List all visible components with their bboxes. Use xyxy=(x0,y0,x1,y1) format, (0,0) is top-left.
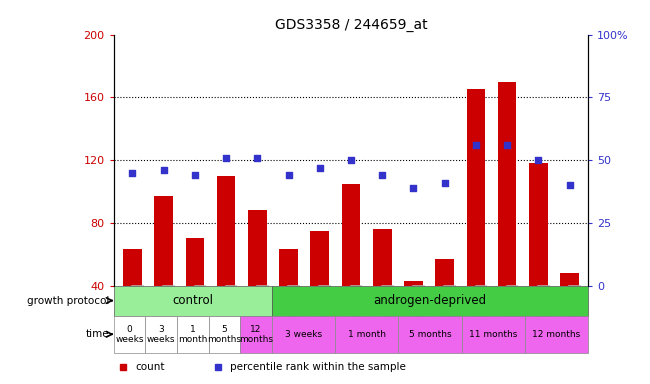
Bar xyxy=(185,238,204,286)
Text: GSM215643: GSM215643 xyxy=(538,286,547,341)
Bar xyxy=(154,196,173,286)
Title: GDS3358 / 244659_at: GDS3358 / 244659_at xyxy=(275,18,427,32)
Point xyxy=(564,182,575,188)
Point xyxy=(533,157,543,163)
Point xyxy=(315,164,325,170)
Bar xyxy=(529,163,548,286)
Text: 3 weeks: 3 weeks xyxy=(285,330,322,339)
Text: GSM215646: GSM215646 xyxy=(507,286,516,341)
Bar xyxy=(114,316,146,353)
Bar xyxy=(436,259,454,286)
Text: GSM215632: GSM215632 xyxy=(133,286,142,341)
Bar xyxy=(177,316,209,353)
Text: 5
months: 5 months xyxy=(207,325,241,344)
Bar xyxy=(209,316,240,353)
Text: growth protocol: growth protocol xyxy=(27,296,109,306)
Bar xyxy=(560,273,579,286)
Text: androgen-deprived: androgen-deprived xyxy=(374,294,487,307)
Text: GSM215640: GSM215640 xyxy=(413,286,423,341)
Text: GSM215634: GSM215634 xyxy=(289,286,298,341)
Text: time: time xyxy=(85,329,109,339)
Text: GSM215637: GSM215637 xyxy=(351,286,360,341)
Point xyxy=(159,167,169,173)
Text: GSM215642: GSM215642 xyxy=(257,286,266,341)
Text: control: control xyxy=(172,294,213,307)
Bar xyxy=(146,316,177,353)
Bar xyxy=(272,316,335,353)
Bar xyxy=(114,286,272,316)
Point xyxy=(252,154,263,161)
Text: 12 months: 12 months xyxy=(532,330,580,339)
Bar xyxy=(216,176,235,286)
Text: GSM215633: GSM215633 xyxy=(164,286,173,341)
Point xyxy=(471,142,481,148)
Point xyxy=(283,172,294,178)
Bar xyxy=(342,184,360,286)
Bar xyxy=(398,316,462,353)
Bar xyxy=(498,82,517,286)
Text: GSM215639: GSM215639 xyxy=(226,286,235,341)
Bar xyxy=(280,250,298,286)
Text: 11 months: 11 months xyxy=(469,330,517,339)
Text: 0
weeks: 0 weeks xyxy=(115,325,144,344)
Text: GSM215641: GSM215641 xyxy=(445,286,454,341)
Text: GSM215645: GSM215645 xyxy=(476,286,485,341)
Bar xyxy=(525,316,588,353)
Text: count: count xyxy=(135,362,164,372)
Text: 12
months: 12 months xyxy=(239,325,273,344)
Text: GSM215636: GSM215636 xyxy=(195,286,204,341)
Text: 1 month: 1 month xyxy=(348,330,386,339)
Bar xyxy=(240,316,272,353)
Bar xyxy=(311,231,329,286)
Bar xyxy=(248,210,266,286)
Bar xyxy=(373,229,391,286)
Bar xyxy=(467,89,486,286)
Point xyxy=(190,172,200,178)
Point xyxy=(221,154,231,161)
Point xyxy=(346,157,356,163)
Point xyxy=(408,185,419,191)
Text: 1
month: 1 month xyxy=(178,325,207,344)
Text: 5 months: 5 months xyxy=(409,330,451,339)
Bar xyxy=(462,316,525,353)
Point xyxy=(502,142,512,148)
Point xyxy=(439,180,450,186)
Bar xyxy=(123,250,142,286)
Bar xyxy=(404,281,422,286)
Point xyxy=(127,169,138,175)
Point xyxy=(377,172,387,178)
Text: GSM215635: GSM215635 xyxy=(320,286,329,341)
Bar xyxy=(272,286,588,316)
Text: GSM215638: GSM215638 xyxy=(382,286,391,341)
Text: GSM215644: GSM215644 xyxy=(569,286,578,341)
Text: 3
weeks: 3 weeks xyxy=(147,325,176,344)
Bar xyxy=(335,316,398,353)
Text: percentile rank within the sample: percentile rank within the sample xyxy=(230,362,406,372)
